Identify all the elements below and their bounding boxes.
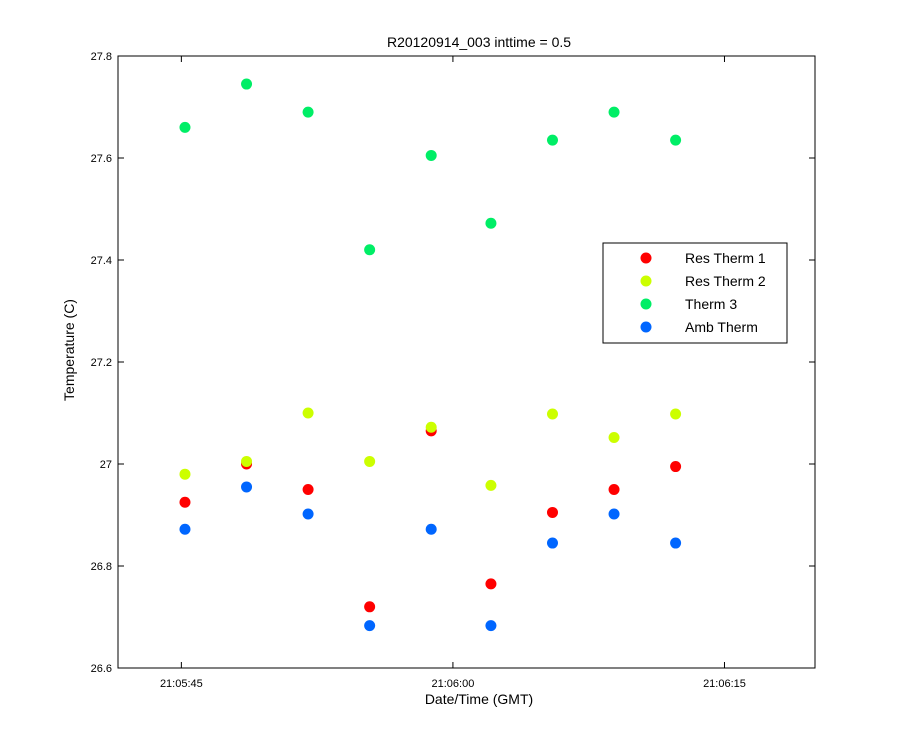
data-point-therm-3 — [608, 106, 620, 118]
data-point-amb-therm — [302, 508, 314, 520]
data-point-res-therm-2 — [302, 407, 314, 419]
data-point-res-therm-2 — [241, 455, 253, 467]
data-point-therm-3 — [425, 149, 437, 161]
data-point-therm-3 — [302, 106, 314, 118]
data-point-res-therm-1 — [485, 578, 497, 590]
data-point-res-therm-1 — [179, 496, 191, 508]
legend: Res Therm 1 Res Therm 2 Therm 3 Amb Therm — [602, 242, 788, 344]
data-point-res-therm-1 — [670, 461, 682, 473]
y-tick-label: 27.4 — [91, 255, 112, 267]
data-point-therm-3 — [179, 121, 191, 133]
y-axis-label: Temperature (C) — [61, 299, 77, 401]
data-points — [179, 78, 682, 632]
chart-title: R20120914_003 inttime = 0.5 — [387, 34, 571, 50]
x-tick-label: 21:06:00 — [432, 678, 475, 690]
data-point-res-therm-2 — [364, 455, 376, 467]
data-point-res-therm-1 — [364, 601, 376, 613]
y-axis: 26.6 26.8 27 27.2 27.4 27.6 27.8 — [91, 51, 815, 675]
data-point-amb-therm — [425, 523, 437, 535]
x-tick-label: 21:05:45 — [160, 678, 203, 690]
x-axis-label: Date/Time (GMT) — [425, 691, 533, 707]
data-point-amb-therm — [241, 481, 253, 493]
legend-marker — [640, 298, 652, 310]
data-point-res-therm-1 — [302, 484, 314, 495]
legend-marker — [640, 275, 652, 287]
data-point-therm-3 — [241, 78, 253, 90]
x-axis: 21:05:45 21:06:00 21:06:15 — [160, 56, 746, 690]
data-point-therm-3 — [546, 134, 558, 146]
y-tick-label: 26.8 — [91, 561, 112, 573]
data-point-amb-therm — [364, 620, 376, 632]
legend-label: Res Therm 1 — [685, 250, 766, 266]
y-tick-label: 26.6 — [91, 663, 112, 675]
data-point-res-therm-2 — [179, 468, 191, 480]
data-point-therm-3 — [364, 244, 376, 256]
data-point-amb-therm — [608, 508, 620, 520]
y-tick-label: 27.6 — [91, 153, 112, 165]
data-point-res-therm-2 — [670, 408, 682, 420]
y-tick-label: 27.8 — [91, 51, 112, 63]
data-point-res-therm-2 — [485, 479, 497, 491]
data-point-amb-therm — [485, 620, 497, 632]
legend-marker — [640, 252, 652, 264]
y-tick-label: 27 — [100, 459, 112, 471]
data-point-amb-therm — [670, 537, 682, 549]
data-point-therm-3 — [670, 134, 682, 146]
data-point-res-therm-2 — [546, 408, 558, 420]
data-point-res-therm-2 — [425, 421, 437, 433]
data-point-amb-therm — [546, 537, 558, 549]
legend-label: Res Therm 2 — [685, 273, 766, 289]
data-point-therm-3 — [485, 217, 497, 229]
data-point-res-therm-1 — [546, 506, 558, 518]
x-tick-label: 21:06:15 — [703, 678, 746, 690]
legend-label: Therm 3 — [685, 296, 737, 312]
legend-marker — [640, 321, 652, 333]
data-point-res-therm-1 — [608, 484, 620, 495]
data-point-res-therm-2 — [608, 431, 620, 443]
data-point-amb-therm — [179, 523, 191, 535]
legend-box — [602, 242, 788, 344]
legend-label: Amb Therm — [685, 319, 758, 335]
y-tick-label: 27.2 — [91, 357, 112, 369]
